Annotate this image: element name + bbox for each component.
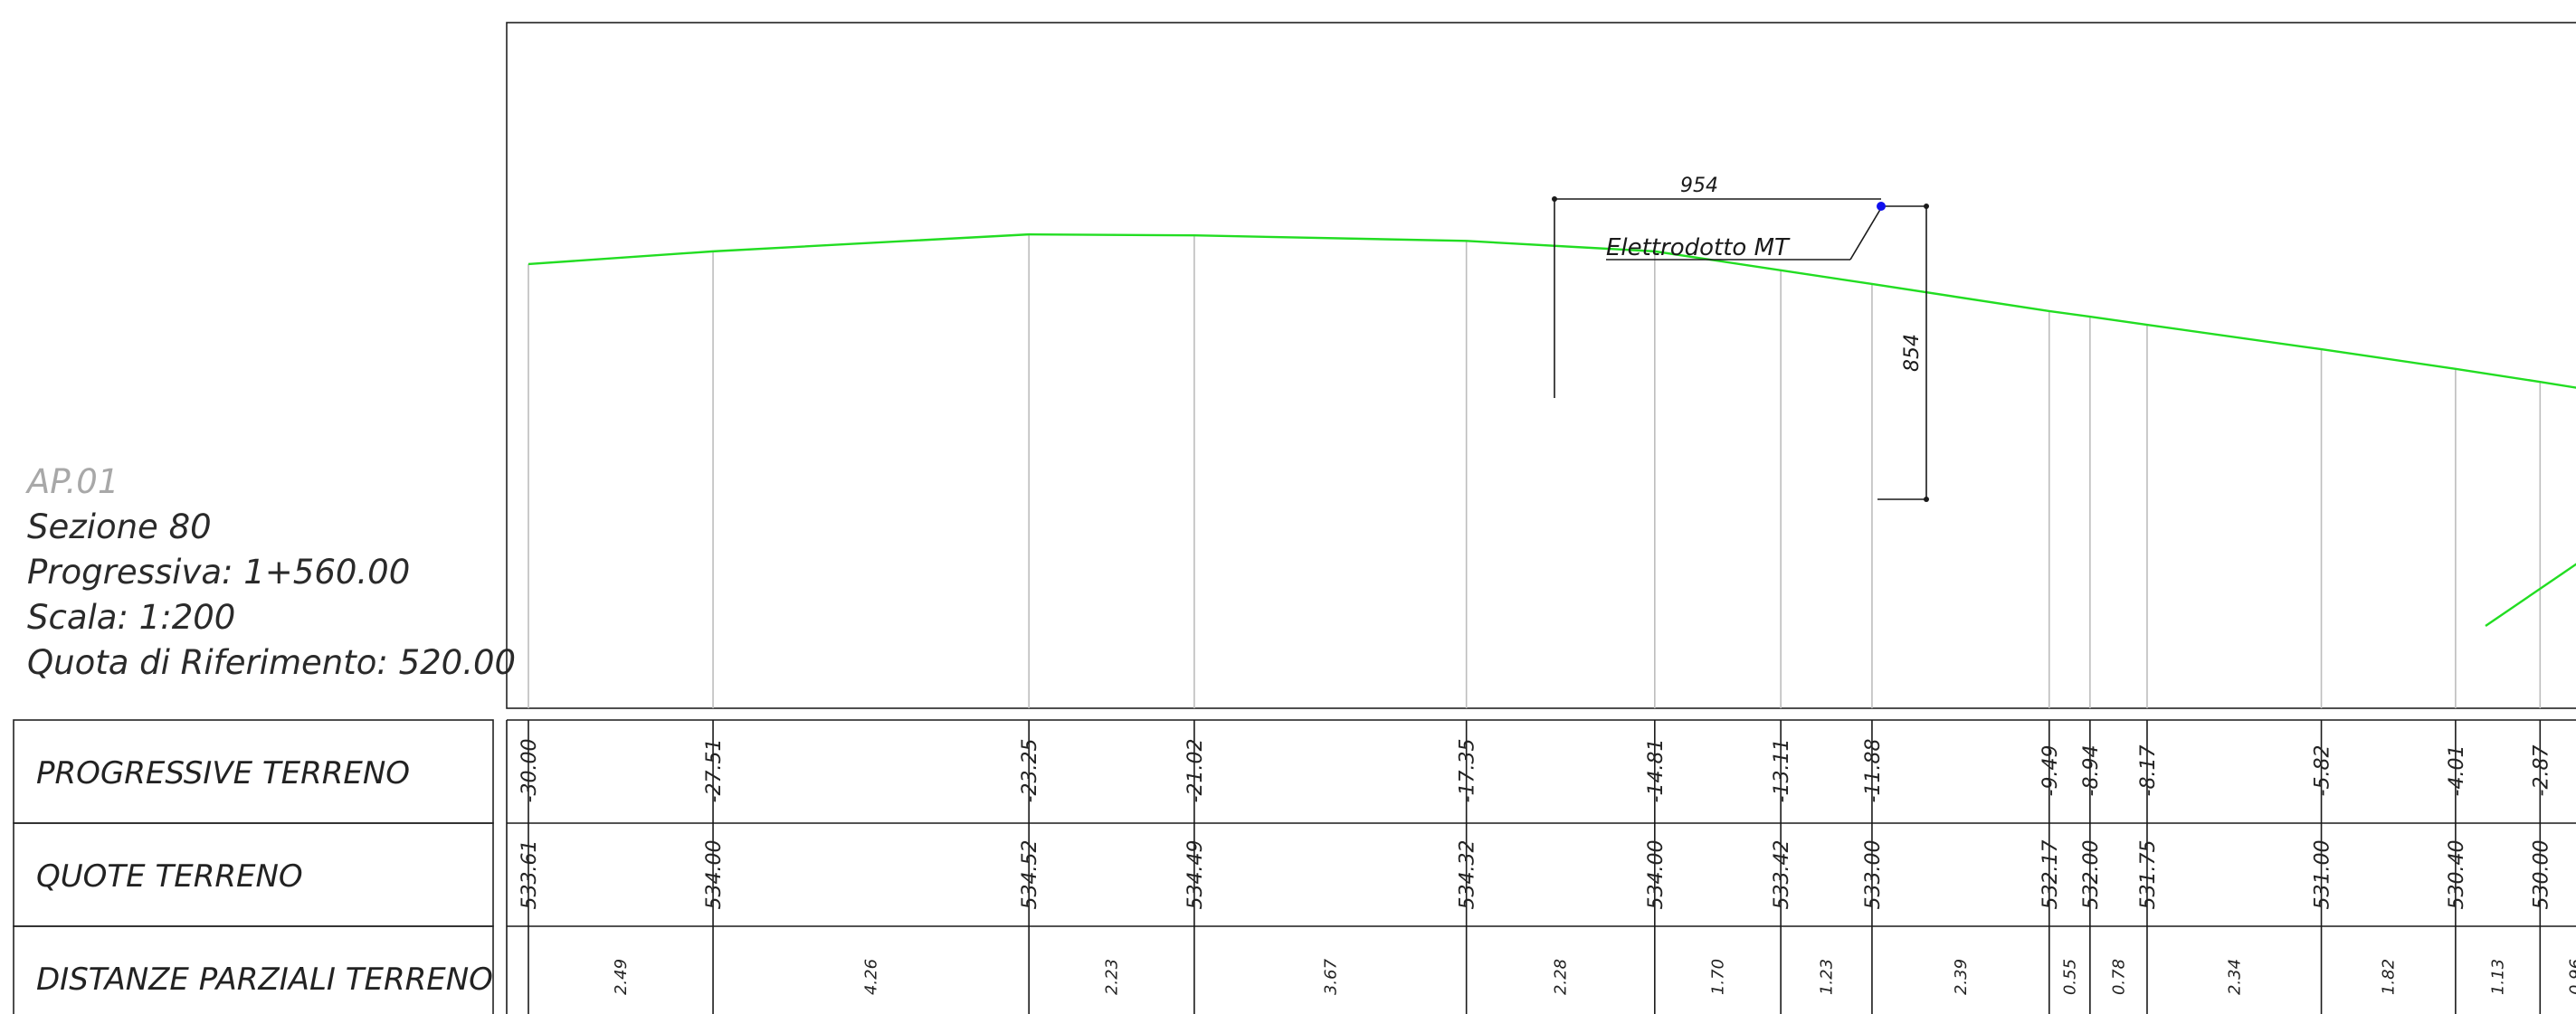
elevation-label: 533.61 [518,840,541,910]
distance-label: 1.70 [1708,959,1727,995]
progressive-labels: -30.00 -27.51 -23.25 -21.02 -17.35 -14.81 -13.… [518,739,2552,803]
elevation-label: 534.00 [703,840,726,910]
distance-label: 1.13 [2489,959,2508,995]
elevation-label: 533.00 [1862,840,1885,910]
progressive-label: -27.51 [703,739,726,803]
distance-label: 0.78 [2109,959,2128,995]
distance-label: 0.96 [2567,959,2576,995]
progressive-label: -9.49 [2039,745,2062,797]
progressive-label: -8.17 [2137,745,2160,797]
horizontal-dimension-value: 954 [1680,175,1718,197]
progressive-label: -13.11 [1771,739,1793,803]
row-title-box-distances [13,925,494,1014]
data-table-frame [506,719,2576,1014]
elevation-label: 534.49 [1184,840,1207,910]
distance-label: 1.82 [2380,959,2399,995]
progressive-label: -8.94 [2080,745,2103,797]
power-line-label: Elettrodotto MT [1606,234,1791,261]
drawing-code: AP.01 [25,462,119,501]
section-info: AP.01 Sezione 80 Progressiva: 1+560.00 S… [25,462,516,682]
progressive-value: Progressiva: 1+560.00 [27,553,410,592]
distance-label: 1.23 [1818,959,1837,995]
progressive-label: -2.87 [2530,745,2552,797]
row-title-distances: DISTANZE PARZIALI TERRENO [36,962,493,998]
distance-label: 4.26 [862,959,881,995]
terrain-profile [528,232,2576,389]
leader-line [1849,207,1882,261]
progressive-label: -17.35 [1457,739,1479,803]
elevation-label: 530.00 [2530,840,2552,910]
station-lines [528,234,2542,1014]
distance-label: 2.49 [612,959,631,995]
row-title-elevations: QUOTE TERRENO [36,858,303,895]
elevation-label: 534.52 [1019,840,1041,910]
distance-label: 0.55 [2060,959,2079,995]
progressive-label: -4.01 [2446,745,2468,797]
elevation-label: 534.32 [1457,840,1479,910]
progressive-label: -14.81 [1645,739,1668,803]
elevation-label: 530.40 [2446,840,2468,910]
dimension-tick [1924,497,1929,502]
elevation-label: 532.17 [2039,840,2062,910]
dimension-tick [1924,204,1929,209]
elevation-labels: 533.61 534.00 534.52 534.49 534.32 534.00 533.… [518,840,2552,910]
progressive-label: -23.25 [1019,739,1041,803]
chart-frame [506,22,2576,709]
elevation-label: 531.75 [2137,840,2160,910]
elevation-label: 533.42 [1771,840,1793,910]
progressive-label: -5.82 [2312,745,2334,797]
terrain-continuation [2485,563,2576,627]
power-line-annotation: 954 854 Elettrodotto MT [1552,175,1929,502]
distance-label: 2.28 [1552,959,1571,995]
progressive-label: -11.88 [1862,739,1885,803]
row-title-progressive: PROGRESSIVE TERRENO [36,755,410,791]
distance-label: 2.23 [1103,959,1122,995]
section-name: Sezione 80 [27,507,212,546]
elevation-label: 532.00 [2080,840,2103,910]
reference-elevation: Quota di Riferimento: 520.00 [27,643,516,682]
dimension-tick [1552,196,1557,202]
distance-labels: 2.49 4.26 2.23 3.67 2.28 1.70 1.23 2.39 0.55 0.78… [612,958,2576,995]
progressive-label: -21.02 [1184,739,1207,803]
distance-label: 3.67 [1321,958,1340,995]
distance-label: 2.34 [2225,959,2244,995]
power-line-marker [1877,202,1886,211]
distance-label: 2.39 [1952,959,1971,995]
progressive-label: -30.00 [518,739,541,803]
elevation-label: 531.00 [2312,840,2334,910]
scale-value: Scala: 1:200 [27,598,235,637]
elevation-label: 534.00 [1645,840,1668,910]
vertical-dimension-value: 854 [1901,334,1924,372]
row-titles: PROGRESSIVE TERRENO QUOTE TERRENO DISTAN… [13,719,494,1014]
